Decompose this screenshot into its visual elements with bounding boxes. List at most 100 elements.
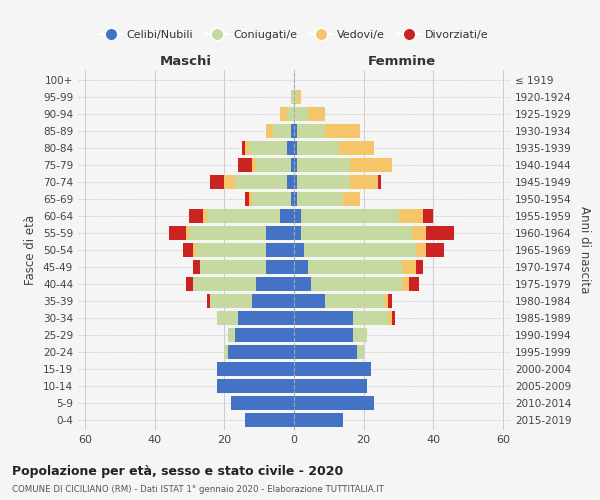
Bar [217,379,294,393]
Bar [298,158,350,172]
Bar [224,175,235,189]
Bar [217,311,238,325]
Bar [350,175,377,189]
Bar [252,158,256,172]
Bar [186,226,190,240]
Bar [203,209,207,223]
Bar [402,260,416,274]
Bar [294,294,325,308]
Bar [427,226,454,240]
Bar [294,379,367,393]
Bar [385,294,388,308]
Bar [200,260,266,274]
Bar [343,192,360,206]
Bar [423,209,433,223]
Bar [217,362,294,376]
Bar [294,107,308,121]
Bar [224,345,228,359]
Bar [249,192,252,206]
Bar [266,124,273,138]
Bar [427,243,444,257]
Bar [294,311,353,325]
Bar [266,260,294,274]
Bar [294,226,301,240]
Bar [294,345,357,359]
Bar [294,158,298,172]
Bar [416,243,427,257]
Bar [353,311,388,325]
Bar [416,260,423,274]
Bar [298,124,325,138]
Bar [298,192,343,206]
Bar [294,413,343,427]
Bar [290,90,294,104]
Bar [287,107,294,121]
Bar [412,226,427,240]
Bar [231,396,294,410]
Bar [193,243,196,257]
Bar [266,243,294,257]
Bar [242,141,245,155]
Bar [280,209,294,223]
Text: Femmine: Femmine [368,56,436,68]
Bar [287,141,294,155]
Text: Popolazione per età, sesso e stato civile - 2020: Popolazione per età, sesso e stato civil… [12,464,343,477]
Bar [298,141,339,155]
Bar [193,277,256,291]
Bar [256,277,294,291]
Bar [211,175,224,189]
Bar [294,124,298,138]
Bar [190,226,266,240]
Bar [238,158,252,172]
Bar [182,243,193,257]
Bar [235,328,294,342]
Bar [294,90,298,104]
Bar [388,294,392,308]
Bar [169,226,186,240]
Bar [245,192,249,206]
Bar [294,192,298,206]
Text: Maschi: Maschi [160,56,212,68]
Bar [228,345,294,359]
Bar [339,141,374,155]
Bar [402,277,409,291]
Bar [193,260,200,274]
Bar [252,294,294,308]
Bar [301,209,398,223]
Bar [311,277,402,291]
Bar [392,311,395,325]
Bar [294,141,298,155]
Bar [294,277,311,291]
Bar [294,209,301,223]
Bar [249,141,287,155]
Bar [266,226,294,240]
Bar [308,107,325,121]
Bar [290,158,294,172]
Bar [409,277,419,291]
Bar [294,396,374,410]
Bar [294,362,371,376]
Legend: Celibi/Nubili, Coniugati/e, Vedovi/e, Divorziati/e: Celibi/Nubili, Coniugati/e, Vedovi/e, Di… [95,25,493,44]
Bar [245,413,294,427]
Bar [350,158,392,172]
Bar [211,294,252,308]
Bar [287,175,294,189]
Bar [207,209,280,223]
Bar [290,124,294,138]
Y-axis label: Fasce di età: Fasce di età [25,215,37,285]
Bar [357,345,364,359]
Bar [238,311,294,325]
Bar [294,260,308,274]
Bar [235,175,287,189]
Bar [290,192,294,206]
Bar [325,124,360,138]
Bar [294,328,353,342]
Bar [298,175,350,189]
Bar [256,158,290,172]
Bar [280,107,287,121]
Bar [298,90,301,104]
Bar [304,243,416,257]
Bar [388,311,392,325]
Bar [398,209,423,223]
Bar [377,175,381,189]
